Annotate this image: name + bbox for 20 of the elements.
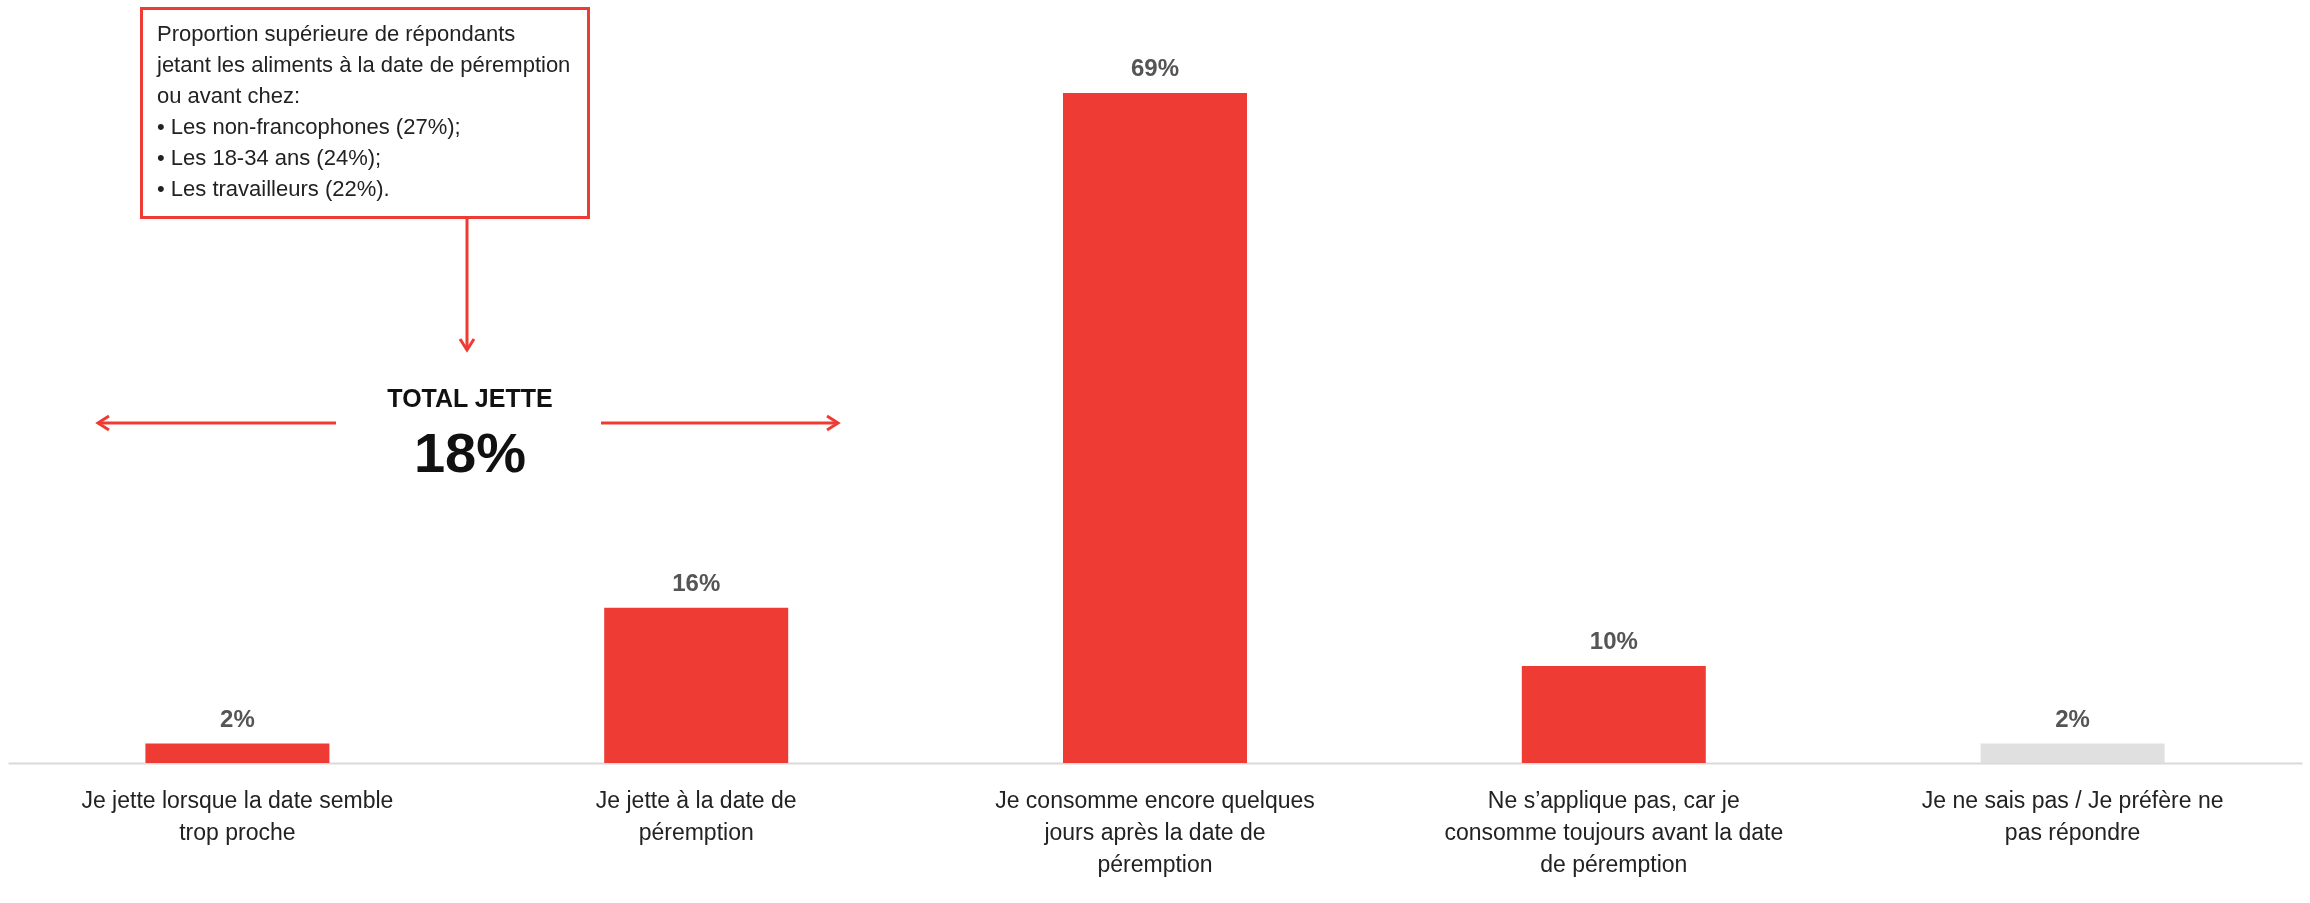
data-label: 2% bbox=[220, 704, 255, 732]
annotation: 18% bbox=[412, 420, 528, 485]
data-label: 2% bbox=[2055, 704, 2090, 732]
annotation: Proportion supérieure de répondants jetant les aliments à la date de péremption ou avant chez: bbox=[157, 20, 572, 110]
x-tick-label: Ne s’applique pas, car je consomme toujours avant la date de péremption bbox=[1444, 786, 1784, 877]
bar bbox=[1521, 665, 1706, 763]
data-label: 16% bbox=[672, 568, 721, 596]
data-label: 69% bbox=[1130, 54, 1180, 81]
x-tick-label: Je consomme encore quelques jours après la date de péremption bbox=[995, 786, 1315, 877]
annotation: • Les travailleurs (22%). bbox=[157, 175, 391, 203]
bar bbox=[1063, 93, 1247, 763]
x-tick-label: Je jette lorsque la date semble trop proche bbox=[81, 786, 394, 845]
x-tick-label: Je ne sais pas / Je préfère ne pas répondre bbox=[1921, 786, 2224, 845]
annotation: • Les non-francophones (27%); bbox=[157, 113, 462, 141]
annotation: TOTAL JETTE bbox=[386, 384, 554, 413]
annotation: • Les 18-34 ans (24%); bbox=[157, 144, 383, 172]
bar bbox=[145, 743, 330, 763]
data-label: 10% bbox=[1589, 626, 1638, 654]
bar bbox=[604, 607, 789, 763]
x-tick-label: Je jette à la date de péremption bbox=[595, 786, 797, 845]
